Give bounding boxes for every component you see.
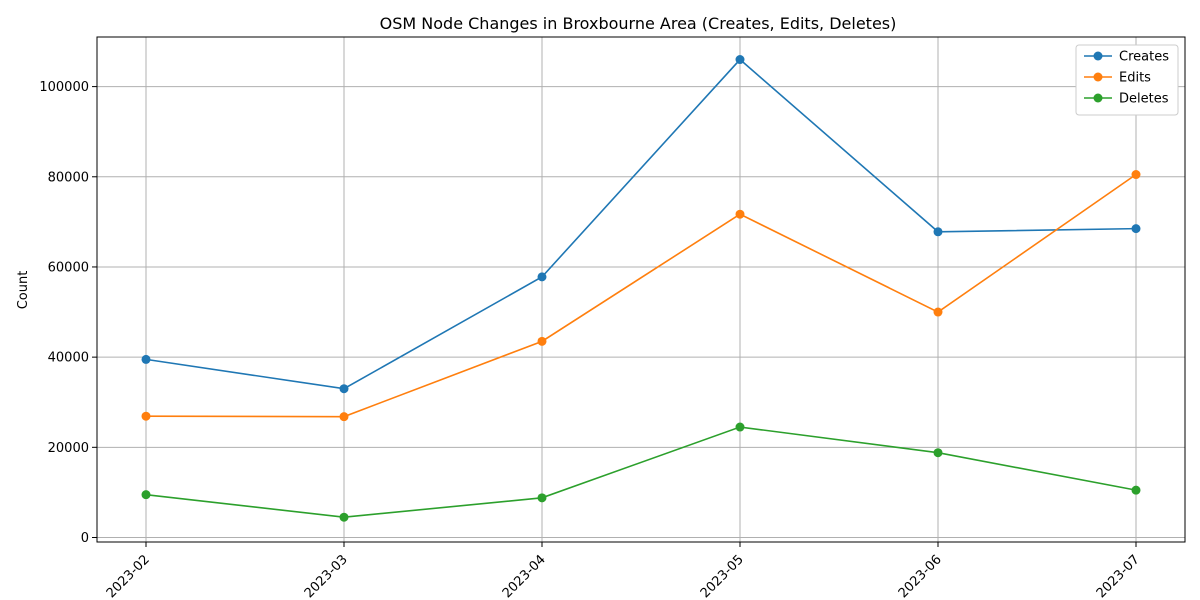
edits-point <box>933 307 943 317</box>
edits-point <box>537 336 547 346</box>
y-axis-label: Count <box>16 271 31 310</box>
edits-point <box>735 209 745 219</box>
edits-line <box>145 173 1137 418</box>
y-tick-label: 80000 <box>48 170 89 185</box>
legend: Creates Edits Deletes <box>1075 44 1179 116</box>
y-axis: 0 20000 40000 60000 80000 100000 <box>39 80 97 546</box>
legend-edits-label: Edits <box>1119 71 1151 86</box>
edits-point <box>339 412 349 422</box>
edits-point <box>141 411 151 421</box>
deletes-point <box>141 490 151 500</box>
legend-creates-label: Creates <box>1119 50 1169 65</box>
creates-point <box>735 55 745 65</box>
y-tick-label: 60000 <box>48 260 89 275</box>
creates-point <box>1131 224 1141 234</box>
creates-point <box>339 384 349 394</box>
creates-line <box>145 58 1137 390</box>
creates-point <box>141 354 151 364</box>
series-group <box>141 55 1141 522</box>
edits-point <box>1131 170 1141 180</box>
deletes-point <box>1131 485 1141 495</box>
legend-edits-marker <box>1093 72 1103 82</box>
y-tick-label: 100000 <box>39 80 89 95</box>
legend-deletes-label: Deletes <box>1119 92 1169 107</box>
deletes-point <box>735 422 745 432</box>
deletes-point <box>537 493 547 503</box>
legend-deletes-marker <box>1093 93 1103 103</box>
deletes-point <box>933 448 943 458</box>
chart-title: OSM Node Changes in Broxbourne Area (Cre… <box>380 14 897 33</box>
y-tick-label: 0 <box>81 531 89 546</box>
legend-creates-marker <box>1093 51 1103 61</box>
creates-point <box>933 227 943 237</box>
deletes-line <box>145 426 1137 519</box>
y-tick-label: 40000 <box>48 351 89 366</box>
y-tick-label: 20000 <box>48 441 89 456</box>
deletes-point <box>339 512 349 522</box>
plot-frame <box>96 36 1186 543</box>
creates-point <box>537 272 547 282</box>
